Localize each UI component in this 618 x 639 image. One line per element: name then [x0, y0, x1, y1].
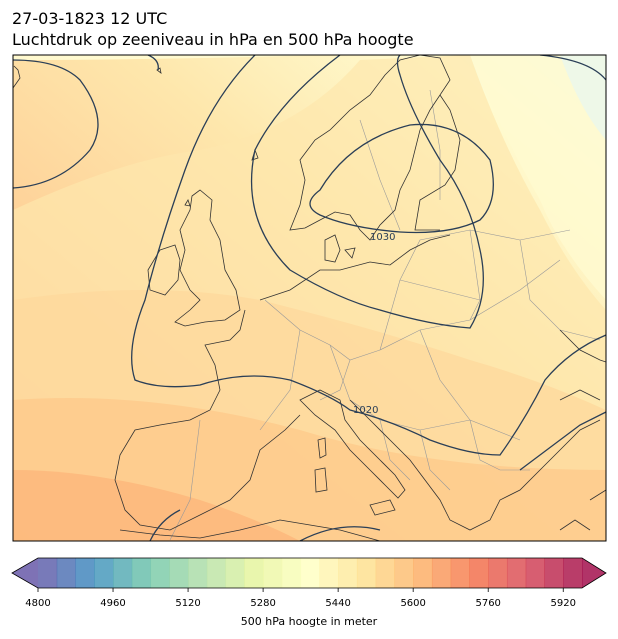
coast-great-britain [174, 189, 241, 327]
isobar [149, 509, 181, 541]
colorbar-segment [413, 558, 433, 588]
colorbar-segment [563, 558, 583, 588]
colorbar-label: 500 hPa hoogte in meter [241, 615, 378, 628]
colorbar-tick-label: 5120 [175, 598, 200, 609]
isobar [539, 55, 606, 81]
isobar-label-1020: 1020 [353, 405, 378, 416]
height-band [13, 470, 300, 541]
colorbar-segment [38, 558, 58, 588]
isobar [299, 526, 381, 541]
coastlines [13, 55, 606, 541]
colorbar-segment [281, 558, 302, 588]
isobars [13, 55, 606, 541]
colorbar-segment [206, 558, 227, 588]
colorbar-ticks: 4800 4960 5120 5280 5440 5600 5760 5920 [25, 588, 576, 609]
coast-balkans [349, 399, 601, 531]
colorbar-segment [506, 558, 527, 588]
colorbar-tick-label: 5760 [475, 598, 500, 609]
coast-finland [414, 94, 461, 231]
height-band [470, 55, 606, 300]
colorbar-tick-label: 4800 [25, 598, 50, 609]
map-frame [12, 54, 607, 542]
colorbar-segment [244, 558, 264, 588]
coast-italy [299, 389, 406, 499]
colorbar-extend-min [12, 558, 38, 588]
colorbar-segment [225, 558, 245, 588]
map-datetime: 27-03-1823 12 UTC [12, 9, 168, 28]
colorbar-outline [11, 557, 607, 589]
colorbar-segment [356, 558, 377, 588]
colorbar-segment [75, 558, 95, 588]
coast-iceland [13, 65, 21, 89]
colorbar-segment [450, 558, 470, 588]
colorbar-segment [544, 558, 564, 588]
map-title: Luchtdruk op zeeniveau in hPa en 500 hPa… [12, 30, 414, 49]
isobar-label-1030: 1030 [370, 232, 395, 243]
colorbar-segment [469, 558, 489, 588]
coast-denmark [324, 234, 356, 263]
colorbar-segment [338, 558, 358, 588]
colorbar-segment [300, 558, 320, 588]
colorbar-segment [188, 558, 208, 588]
isobar-1030 [250, 55, 484, 329]
coast-ireland [147, 244, 181, 296]
colorbar-extend-max [582, 558, 606, 588]
coast-black-sea [559, 329, 606, 401]
weather-map: 1030 1020 [12, 54, 607, 542]
colorbar-tick-label: 5600 [400, 598, 425, 609]
colorbar-segment [375, 558, 395, 588]
coast-north-europe [259, 234, 451, 301]
colorbar-segment [169, 558, 189, 588]
colorbar-segment [131, 558, 152, 588]
colorbar-segment [525, 558, 545, 588]
colorbar-segment [113, 558, 133, 588]
colorbar-segment [394, 558, 414, 588]
coast-scandinavia [289, 55, 451, 241]
isobar-high [309, 123, 494, 234]
height-band [13, 55, 330, 60]
isobar [13, 59, 99, 189]
height-band [560, 55, 606, 140]
colorbar-segment [94, 558, 114, 588]
colorbar-segment [431, 558, 452, 588]
isobar-1020 [131, 55, 606, 456]
colorbar-segment [150, 558, 170, 588]
colorbar-tick-label: 5440 [325, 598, 350, 609]
isobar [147, 55, 159, 71]
colorbar-tick-label: 4960 [100, 598, 125, 609]
isobar [519, 411, 606, 471]
colorbar-tick-label: 5920 [551, 598, 576, 609]
colorbar-segment [56, 558, 77, 588]
colorbar-segments [11, 557, 607, 589]
coast-western-europe [114, 309, 301, 531]
country-borders [169, 89, 601, 541]
colorbar-segment [488, 558, 508, 588]
colorbar-tick-label: 5280 [250, 598, 275, 609]
colorbar-segment [263, 558, 283, 588]
map-area: 1030 1020 [13, 55, 606, 541]
colorbar-segment [319, 558, 339, 588]
